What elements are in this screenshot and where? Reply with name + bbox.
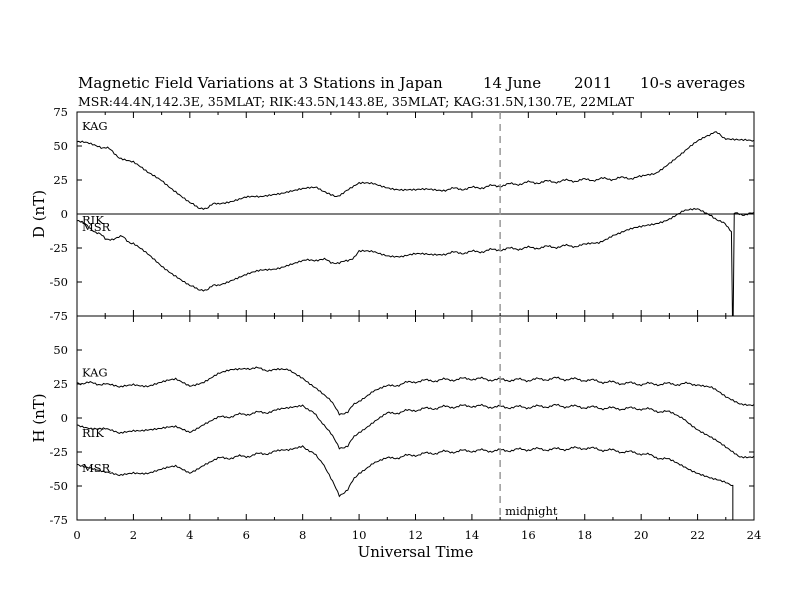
y-tick-label: 25 — [53, 377, 68, 391]
y-tick-label: 50 — [53, 139, 68, 153]
series-line-msr — [77, 207, 754, 316]
y-axis-label: D (nT) — [30, 190, 48, 238]
series-label-msr: MSR — [82, 461, 111, 475]
series-line-msr — [77, 445, 734, 520]
series-line-kag — [77, 366, 754, 416]
chart-subtitle: MSR:44.4N,142.3E, 35MLAT; RIK:43.5N,143.… — [78, 94, 635, 109]
y-tick-label: -50 — [49, 479, 68, 493]
series-label-kag: KAG — [82, 119, 108, 133]
x-tick-label: 0 — [73, 528, 80, 542]
y-tick-label: -75 — [49, 309, 68, 323]
series-line-rik — [77, 403, 754, 459]
y-tick-label: -25 — [49, 445, 68, 459]
chart-title: Magnetic Field Variations at 3 Stations … — [78, 74, 443, 92]
chart-averaging: 10-s averages — [640, 74, 745, 92]
x-tick-label: 6 — [243, 528, 250, 542]
x-axis-label: Universal Time — [358, 543, 474, 561]
x-tick-label: 4 — [186, 528, 193, 542]
panel-frame — [76, 315, 755, 521]
x-tick-label: 20 — [634, 528, 649, 542]
y-tick-label: 75 — [53, 105, 68, 119]
x-tick-label: 2 — [130, 528, 137, 542]
series-label-msr: MSR — [82, 220, 111, 234]
y-tick-label: -25 — [49, 241, 68, 255]
y-tick-label: 0 — [61, 411, 68, 425]
x-tick-label: 18 — [577, 528, 592, 542]
y-axis-label: H (nT) — [30, 393, 48, 442]
chart-year: 2011 — [574, 74, 612, 92]
series-label-rik: RIK — [82, 213, 104, 227]
series-label-rik: RIK — [82, 426, 104, 440]
y-tick-label: 0 — [61, 207, 68, 221]
y-tick-label: -75 — [49, 513, 68, 527]
y-tick-label: 50 — [53, 343, 68, 357]
x-tick-label: 12 — [408, 528, 423, 542]
series-line-kag — [77, 131, 754, 211]
x-tick-label: 8 — [299, 528, 306, 542]
midnight-label: midnight — [505, 504, 558, 518]
x-tick-label: 14 — [465, 528, 480, 542]
chart-date: 14 June — [483, 74, 541, 92]
x-tick-label: 22 — [690, 528, 705, 542]
x-tick-label: 10 — [352, 528, 367, 542]
series-label-kag: KAG — [82, 366, 108, 380]
y-tick-label: 25 — [53, 173, 68, 187]
x-tick-label: 24 — [747, 528, 762, 542]
y-tick-label: -50 — [49, 275, 68, 289]
x-tick-label: 16 — [521, 528, 536, 542]
